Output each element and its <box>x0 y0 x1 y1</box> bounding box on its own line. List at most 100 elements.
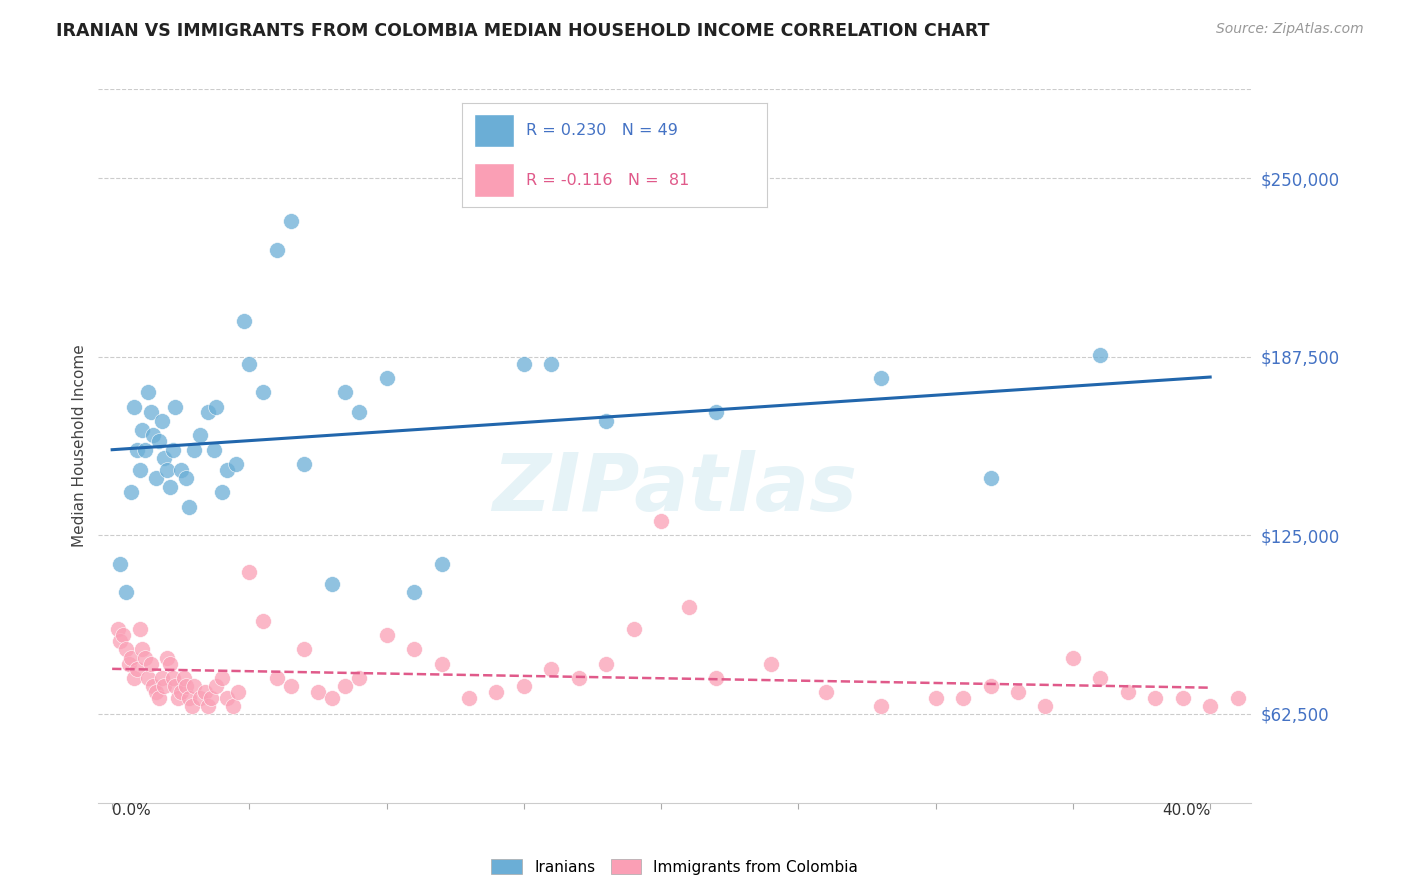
Point <box>404 642 426 657</box>
Point <box>458 690 481 705</box>
Point <box>153 680 176 694</box>
Point <box>232 314 254 328</box>
Point <box>1336 680 1358 694</box>
Point <box>704 405 727 419</box>
Point <box>134 442 156 457</box>
Point <box>238 357 260 371</box>
Point <box>280 680 302 694</box>
Point <box>150 414 173 428</box>
Text: IRANIAN VS IMMIGRANTS FROM COLOMBIA MEDIAN HOUSEHOLD INCOME CORRELATION CHART: IRANIAN VS IMMIGRANTS FROM COLOMBIA MEDI… <box>56 22 990 40</box>
Point <box>485 685 508 699</box>
Point <box>540 662 562 676</box>
Point <box>321 576 343 591</box>
Point <box>814 685 837 699</box>
Point <box>125 662 148 676</box>
Point <box>869 699 891 714</box>
Point <box>156 462 179 476</box>
Point <box>1171 690 1194 705</box>
Point <box>704 671 727 685</box>
Point <box>165 680 187 694</box>
Point <box>183 442 205 457</box>
Point <box>142 428 165 442</box>
Point <box>678 599 700 614</box>
Point <box>1090 348 1112 362</box>
Point <box>980 680 1002 694</box>
Point <box>347 671 370 685</box>
Point <box>117 657 139 671</box>
Point <box>177 690 200 705</box>
Point <box>177 500 200 514</box>
Point <box>924 690 946 705</box>
Point <box>183 680 205 694</box>
Point <box>145 471 167 485</box>
Point <box>115 585 138 599</box>
Point <box>238 566 260 580</box>
Point <box>162 442 184 457</box>
Point <box>188 690 211 705</box>
Point <box>266 671 288 685</box>
Point <box>197 405 219 419</box>
Point <box>115 642 138 657</box>
Point <box>1144 690 1167 705</box>
Point <box>167 690 190 705</box>
Point <box>159 657 181 671</box>
Point <box>110 633 132 648</box>
Text: 40.0%: 40.0% <box>1161 803 1211 818</box>
Point <box>125 442 148 457</box>
Text: 0.0%: 0.0% <box>112 803 150 818</box>
Point <box>347 405 370 419</box>
Point <box>252 614 274 628</box>
Point <box>205 680 228 694</box>
Point <box>1254 685 1277 699</box>
Point <box>107 623 129 637</box>
Point <box>540 357 562 371</box>
Point <box>217 690 239 705</box>
Point <box>430 557 453 571</box>
Point <box>222 699 245 714</box>
Point <box>173 671 195 685</box>
Point <box>1199 699 1222 714</box>
Legend: Iranians, Immigrants from Colombia: Iranians, Immigrants from Colombia <box>485 853 865 880</box>
Point <box>131 423 153 437</box>
Point <box>200 690 222 705</box>
Text: Source: ZipAtlas.com: Source: ZipAtlas.com <box>1216 22 1364 37</box>
Point <box>170 685 193 699</box>
Point <box>112 628 135 642</box>
Point <box>110 557 132 571</box>
Point <box>1391 690 1406 705</box>
Point <box>174 471 197 485</box>
Point <box>759 657 782 671</box>
Point <box>188 428 211 442</box>
Point <box>142 680 165 694</box>
Point <box>170 462 193 476</box>
Point <box>1090 671 1112 685</box>
Point <box>148 690 170 705</box>
Point <box>513 357 536 371</box>
Point <box>139 405 162 419</box>
Point <box>136 671 159 685</box>
Point <box>128 462 150 476</box>
Point <box>228 685 250 699</box>
Point <box>568 671 591 685</box>
Point <box>211 485 233 500</box>
Point <box>139 657 162 671</box>
Point <box>375 371 398 385</box>
Point <box>159 480 181 494</box>
Point <box>595 657 617 671</box>
Point <box>165 400 187 414</box>
Point <box>197 699 219 714</box>
Point <box>292 457 315 471</box>
Point <box>404 585 426 599</box>
Point <box>307 685 329 699</box>
Point <box>335 385 357 400</box>
Point <box>136 385 159 400</box>
Point <box>375 628 398 642</box>
Point <box>225 457 247 471</box>
Point <box>980 471 1002 485</box>
Point <box>595 414 617 428</box>
Point <box>153 451 176 466</box>
Point <box>1035 699 1057 714</box>
Point <box>280 214 302 228</box>
Point <box>150 671 173 685</box>
Point <box>174 680 197 694</box>
